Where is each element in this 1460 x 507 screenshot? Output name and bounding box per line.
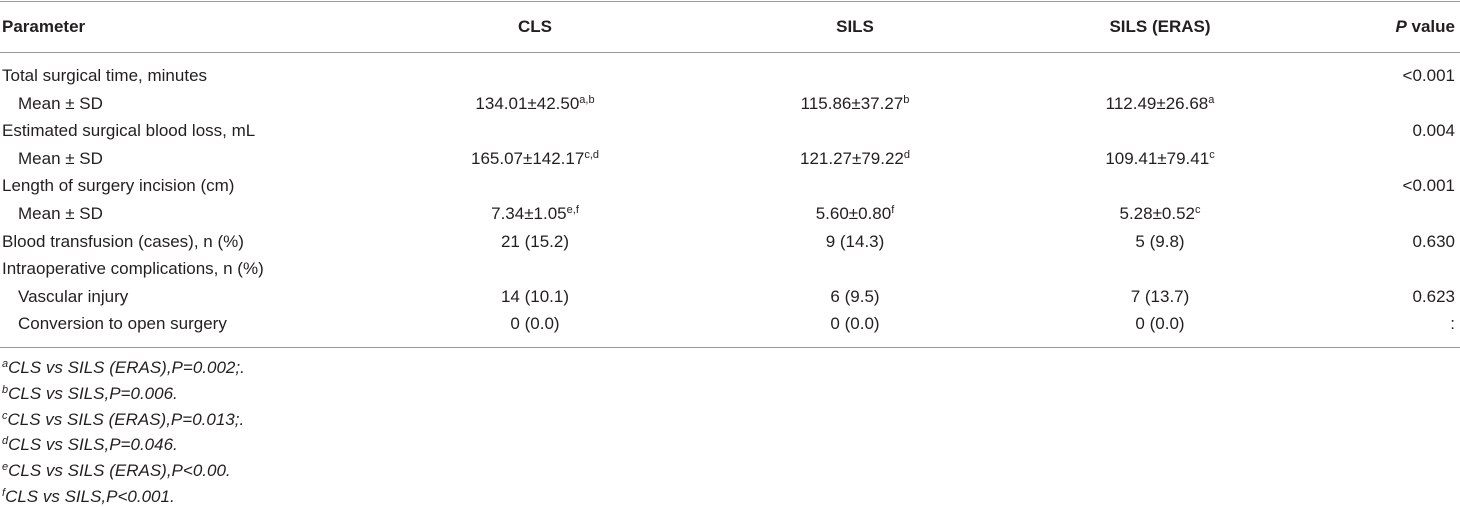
data-cell: 5.60±0.80f: [816, 204, 895, 224]
row-label: Length of surgery incision (cm): [2, 176, 235, 196]
cell-value: 7.34±1.05: [491, 204, 567, 223]
cell-value: 109.41±79.41: [1105, 148, 1210, 168]
footnote-text: CLS vs SILS (ERAS),P<0.00.: [8, 461, 231, 481]
footnote-mark: e: [2, 461, 9, 474]
cell-value: 165.07±142.17: [470, 148, 585, 168]
data-cell: 0.004: [1412, 121, 1455, 141]
data-cell: 7 (13.7): [1130, 286, 1190, 306]
footnote-ref: a: [1208, 93, 1215, 106]
cell-value: 5.28±0.52: [1119, 204, 1196, 223]
data-cell: 0.630: [1412, 231, 1455, 251]
cell-value: 5.60±0.80: [815, 204, 892, 223]
footnote-ref: c: [1195, 204, 1201, 216]
header-cell: SILS (ERAS): [1109, 17, 1210, 37]
footnote-text: CLS vs SILS,P=0.046.: [8, 435, 178, 455]
row-label: Estimated surgical blood loss, mL: [2, 121, 256, 141]
cell-value: 112.49±26.68: [1105, 93, 1209, 113]
header-text: CLS: [518, 17, 552, 36]
footnote: dCLS vs SILS,P=0.046.: [2, 435, 178, 455]
row-label: Mean ± SD: [18, 93, 103, 113]
row-label: Vascular injury: [18, 286, 129, 306]
row-label: Total surgical time, minutes: [2, 66, 208, 85]
footnote-ref: e,f: [566, 204, 579, 216]
footnote-mark: a: [2, 358, 9, 370]
row-label: Intraoperative complications, n (%): [2, 259, 264, 279]
data-cell: 0 (0.0): [510, 314, 560, 334]
footnote: aCLS vs SILS (ERAS),P=0.002;.: [2, 358, 245, 378]
cell-value: 121.27±79.22: [800, 148, 904, 168]
data-cell: 109.41±79.41c: [1105, 149, 1214, 169]
data-cell: :: [1450, 314, 1455, 334]
data-cell: 165.07±142.17c,d: [471, 149, 599, 169]
data-cell: 5.28±0.52c: [1119, 204, 1200, 224]
footnote-text: CLS vs SILS,P<0.001.: [5, 487, 175, 506]
footnote: fCLS vs SILS,P<0.001.: [2, 487, 175, 507]
footnote-mark: f: [2, 487, 6, 499]
header-italic: P: [1395, 17, 1407, 36]
data-cell: 112.49±26.68a: [1106, 94, 1215, 114]
footnote-mark: b: [2, 383, 9, 396]
header-cell: P value: [1395, 17, 1455, 37]
footnote-ref: b: [903, 93, 910, 106]
data-cell: <0.001: [1402, 176, 1455, 196]
footnote-ref: d: [903, 148, 910, 161]
footnote-text: CLS vs SILS (ERAS),P=0.002;.: [8, 358, 245, 377]
data-cell: 14 (10.1): [500, 286, 570, 306]
row-label: Mean ± SD: [18, 148, 103, 168]
data-cell: 134.01±42.50a,b: [475, 94, 594, 114]
data-cell: 9 (14.3): [825, 231, 885, 251]
row-label: Mean ± SD: [18, 204, 103, 223]
cell-value: 134.01±42.50: [475, 93, 580, 113]
header-text: value: [1406, 17, 1455, 36]
header-cell: Parameter: [2, 17, 85, 37]
footnote-ref: a,b: [579, 93, 595, 106]
footnote-text: CLS vs SILS,P=0.006.: [8, 383, 178, 403]
footnote: cCLS vs SILS (ERAS),P=0.013;.: [2, 410, 244, 430]
header-text: Parameter: [2, 17, 86, 36]
data-cell: 7.34±1.05e,f: [491, 204, 579, 224]
data-cell: <0.001: [1402, 66, 1455, 85]
header-text: SILS: [836, 17, 874, 36]
data-cell: 6 (9.5): [830, 286, 880, 306]
footnote-mark: d: [2, 435, 9, 448]
footnote: eCLS vs SILS (ERAS),P<0.00.: [2, 461, 231, 481]
header-rule: [0, 52, 1460, 53]
data-cell: 0 (0.0): [1135, 314, 1185, 334]
header-cell: CLS: [518, 17, 552, 37]
data-cell: 0 (0.0): [830, 314, 880, 334]
footnote-mark: c: [2, 409, 8, 422]
header-text: SILS (ERAS): [1109, 17, 1211, 36]
cell-value: 115.86±37.27: [800, 93, 904, 113]
header-cell: SILS: [836, 17, 874, 37]
top-rule: [0, 1, 1460, 2]
row-label: Blood transfusion (cases), n (%): [2, 231, 244, 251]
data-cell: 5 (9.8): [1135, 231, 1185, 251]
data-cell: 121.27±79.22d: [800, 149, 910, 169]
bottom-rule: [0, 347, 1460, 348]
footnote-ref: f: [891, 204, 895, 216]
data-cell: 115.86±37.27b: [801, 94, 910, 114]
footnote: bCLS vs SILS,P=0.006.: [2, 384, 178, 404]
footnote-text: CLS vs SILS (ERAS),P=0.013;.: [7, 409, 245, 429]
footnote-ref: c,d: [584, 148, 600, 161]
data-cell: 0.623: [1412, 286, 1455, 306]
row-label: Conversion to open surgery: [18, 314, 227, 334]
data-cell: 21 (15.2): [500, 231, 570, 251]
footnote-ref: c: [1209, 148, 1215, 161]
